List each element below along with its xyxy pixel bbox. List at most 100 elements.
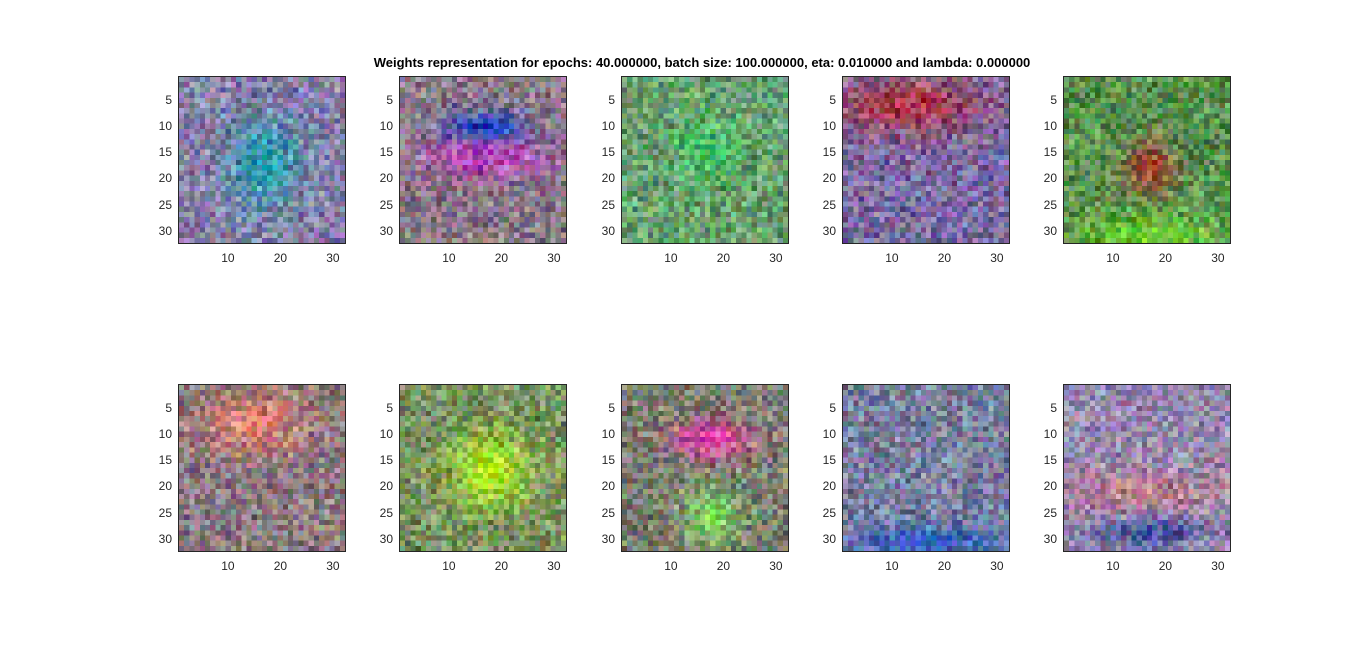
y-tick-label: 25	[379, 197, 393, 212]
weight-image-panel-10	[1063, 384, 1231, 552]
y-tick-label: 25	[822, 505, 836, 520]
y-tick-label: 15	[1043, 453, 1057, 468]
y-tick-label: 20	[1043, 479, 1057, 494]
weight-image-panel-8	[621, 384, 789, 552]
x-tick-label: 10	[442, 251, 456, 265]
y-tick-label: 20	[158, 479, 172, 494]
y-tick-label: 30	[379, 531, 393, 546]
figure-title: Weights representation for epochs: 40.00…	[373, 55, 1031, 70]
weight-image-panel-3	[621, 76, 789, 244]
y-tick-label: 15	[601, 453, 615, 468]
weight-image-panel-7	[399, 384, 567, 552]
x-tick-label: 20	[273, 559, 288, 573]
y-tick-label: 30	[601, 531, 615, 546]
y-tick-label: 20	[601, 171, 615, 186]
y-tick-label: 25	[601, 197, 615, 212]
y-tick-label: 20	[822, 171, 836, 186]
y-tick-label: 25	[379, 505, 393, 520]
y-tick-label: 25	[158, 505, 172, 520]
y-tick-label: 5	[1050, 92, 1057, 107]
weight-image-panel-4	[842, 76, 1010, 244]
y-tick-label: 15	[158, 453, 172, 468]
y-tick-label: 15	[601, 145, 615, 160]
y-tick-label: 25	[601, 505, 615, 520]
y-tick-label: 10	[822, 426, 836, 441]
y-tick-label: 15	[822, 145, 836, 160]
y-tick-label: 5	[165, 92, 172, 107]
x-tick-label: 30	[769, 251, 783, 265]
weight-heatmap-8	[621, 384, 789, 552]
x-tick-label: 30	[326, 251, 340, 265]
y-tick-label: 5	[608, 92, 615, 107]
y-tick-label: 10	[158, 426, 172, 441]
x-tick-label: 20	[1158, 559, 1173, 573]
y-tick-label: 25	[1043, 505, 1057, 520]
x-tick-label: 10	[221, 559, 235, 573]
weight-heatmap-5	[1063, 76, 1231, 244]
x-tick-label: 30	[990, 559, 1004, 573]
x-tick-label: 30	[990, 251, 1004, 265]
weight-heatmap-7	[399, 384, 567, 552]
y-tick-label: 15	[379, 145, 393, 160]
weight-image-panel-6	[178, 384, 346, 552]
weight-heatmap-2	[399, 76, 567, 244]
x-tick-label: 10	[1106, 559, 1120, 573]
y-tick-label: 5	[386, 92, 393, 107]
y-tick-label: 20	[601, 479, 615, 494]
weight-heatmap-4	[842, 76, 1010, 244]
x-tick-label: 20	[494, 251, 509, 265]
y-tick-label: 5	[829, 92, 836, 107]
y-tick-label: 10	[1043, 118, 1057, 133]
y-tick-label: 20	[822, 479, 836, 494]
x-tick-label: 20	[716, 251, 731, 265]
x-tick-label: 10	[885, 559, 899, 573]
y-tick-label: 25	[1043, 197, 1057, 212]
x-tick-label: 30	[1211, 559, 1225, 573]
weight-heatmap-6	[178, 384, 346, 552]
y-tick-label: 25	[822, 197, 836, 212]
weight-heatmap-3	[621, 76, 789, 244]
x-tick-label: 10	[442, 559, 456, 573]
x-tick-label: 10	[664, 559, 678, 573]
x-tick-label: 30	[326, 559, 340, 573]
weight-image-panel-9	[842, 384, 1010, 552]
x-tick-label: 30	[547, 559, 561, 573]
weight-image-panel-1	[178, 76, 346, 244]
x-tick-label: 20	[937, 559, 952, 573]
y-tick-label: 30	[379, 223, 393, 238]
y-tick-label: 30	[1043, 223, 1057, 238]
weight-heatmap-1	[178, 76, 346, 244]
y-tick-label: 5	[608, 400, 615, 415]
x-tick-label: 10	[221, 251, 235, 265]
x-tick-label: 10	[1106, 251, 1120, 265]
x-tick-label: 20	[937, 251, 952, 265]
y-tick-label: 30	[158, 223, 172, 238]
y-tick-label: 10	[1043, 426, 1057, 441]
y-tick-label: 20	[1043, 171, 1057, 186]
y-tick-label: 10	[822, 118, 836, 133]
y-tick-label: 30	[822, 531, 836, 546]
weight-image-panel-2	[399, 76, 567, 244]
y-tick-label: 10	[379, 118, 393, 133]
y-tick-label: 30	[158, 531, 172, 546]
x-tick-label: 20	[273, 251, 288, 265]
y-tick-label: 15	[158, 145, 172, 160]
x-tick-label: 10	[664, 251, 678, 265]
x-tick-label: 20	[716, 559, 731, 573]
x-tick-label: 30	[769, 559, 783, 573]
y-tick-label: 20	[379, 479, 393, 494]
y-tick-label: 30	[822, 223, 836, 238]
weight-heatmap-9	[842, 384, 1010, 552]
y-tick-label: 10	[379, 426, 393, 441]
weight-image-panel-5	[1063, 76, 1231, 244]
x-tick-label: 30	[1211, 251, 1225, 265]
y-tick-label: 5	[165, 400, 172, 415]
y-tick-label: 15	[1043, 145, 1057, 160]
weight-heatmap-10	[1063, 384, 1231, 552]
y-tick-label: 15	[822, 453, 836, 468]
x-tick-label: 20	[1158, 251, 1173, 265]
y-tick-label: 5	[386, 400, 393, 415]
y-tick-label: 15	[379, 453, 393, 468]
y-tick-label: 30	[601, 223, 615, 238]
y-tick-label: 5	[829, 400, 836, 415]
